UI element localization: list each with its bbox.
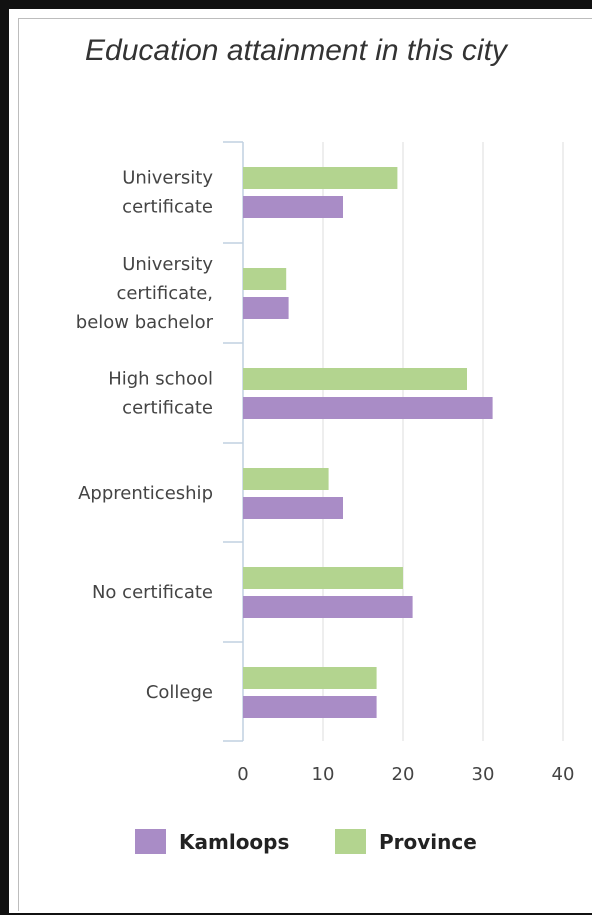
legend-item-kamloops[interactable]: Kamloops [135,829,289,854]
legend-swatch [335,829,366,854]
bars-layer [243,167,493,718]
chart-panel [18,18,592,911]
y-axis [223,141,244,742]
category-label: Apprenticeship [78,483,213,504]
bar-province[interactable] [243,667,377,689]
chart-title: Education attainment in this city [85,34,507,67]
bar-province[interactable] [243,268,287,290]
bar-province[interactable] [243,167,398,189]
category-label: University certificate [122,168,213,218]
category-label: No certificate [92,582,213,603]
legend-label: Province [379,830,477,854]
x-axis-ticks: 0 10 20 30 40 [237,764,574,785]
category-label: University certificate, below bachelor [76,254,214,333]
bar-kamloops[interactable] [243,397,493,419]
x-tick-label: 40 [552,764,575,785]
bar-kamloops[interactable] [243,497,343,519]
category-label: High school certificate [108,369,213,419]
legend-label: Kamloops [179,830,289,854]
bar-province[interactable] [243,368,467,390]
bar-kamloops[interactable] [243,297,289,319]
bar-province[interactable] [243,468,329,490]
grid-layer [322,142,564,741]
x-tick-label: 30 [472,764,495,785]
x-tick-label: 0 [237,764,248,785]
legend-item-province[interactable]: Province [335,829,477,854]
bar-kamloops[interactable] [243,196,343,218]
bar-province[interactable] [243,567,403,589]
bar-kamloops[interactable] [243,596,413,618]
bar-kamloops[interactable] [243,696,377,718]
category-label: College [146,682,213,703]
x-tick-label: 10 [312,764,335,785]
legend[interactable]: Kamloops Province [135,829,477,854]
category-labels: University certificate University certifica… [76,168,214,704]
x-tick-label: 20 [392,764,415,785]
legend-swatch [135,829,166,854]
